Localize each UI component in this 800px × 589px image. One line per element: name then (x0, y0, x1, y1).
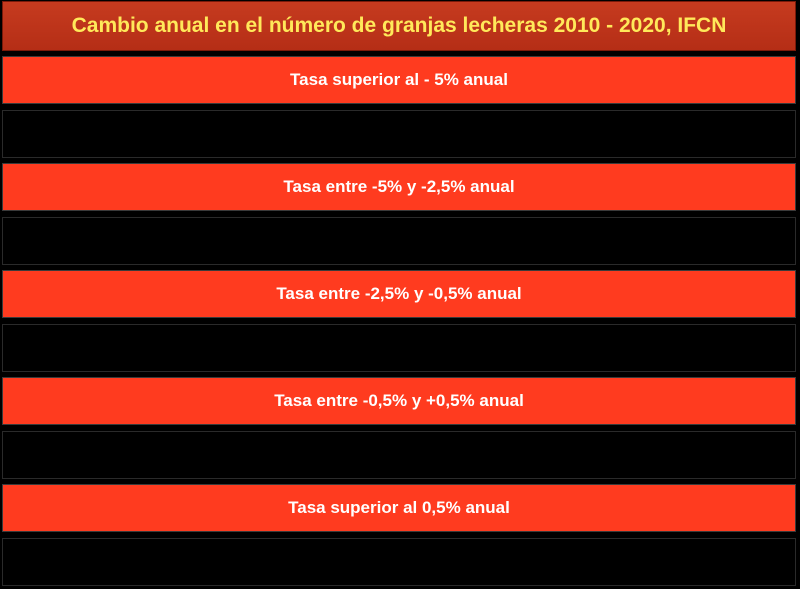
category-row-minus-2-5-to-minus-0-5: Tasa entre -2,5% y -0,5% anual (2, 270, 796, 318)
countries-row-above-minus-5 (2, 110, 796, 158)
table-title: Cambio anual en el número de granjas lec… (2, 1, 796, 51)
category-row-minus-0-5-to-plus-0-5: Tasa entre -0,5% y +0,5% anual (2, 377, 796, 425)
countries-row-minus-5-to-minus-2-5 (2, 217, 796, 265)
category-row-above-plus-0-5: Tasa superior al 0,5% anual (2, 484, 796, 532)
countries-row-minus-0-5-to-plus-0-5 (2, 431, 796, 479)
category-row-above-minus-5: Tasa superior al - 5% anual (2, 56, 796, 104)
category-row-minus-5-to-minus-2-5: Tasa entre -5% y -2,5% anual (2, 163, 796, 211)
countries-row-minus-2-5-to-minus-0-5 (2, 324, 796, 372)
countries-row-above-plus-0-5 (2, 538, 796, 586)
